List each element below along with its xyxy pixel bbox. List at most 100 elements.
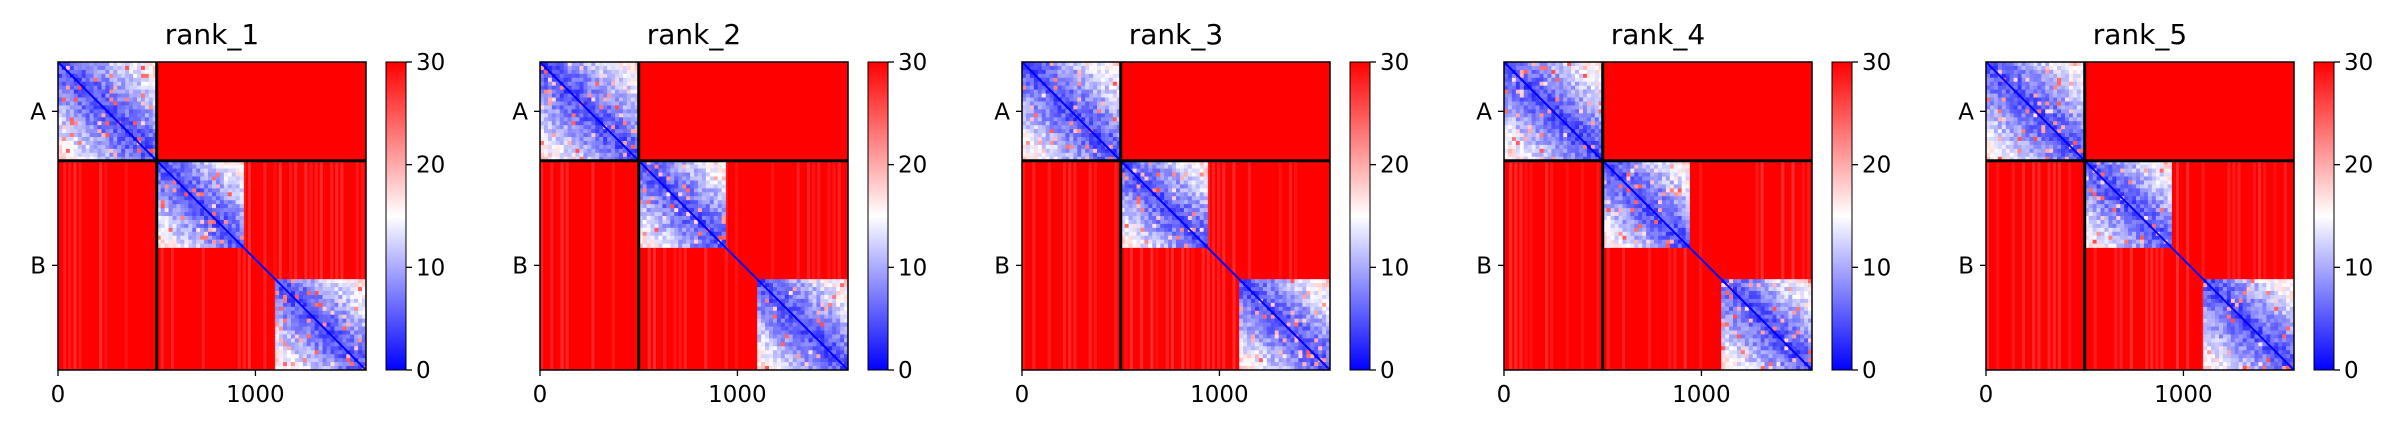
heatmap-cell	[1112, 140, 1118, 146]
heatmap-cell	[314, 342, 319, 347]
heatmap-cell	[1073, 101, 1078, 106]
heatmap-cell	[1069, 117, 1074, 122]
heatmap-cell	[713, 208, 718, 213]
heatmap-cell	[1294, 291, 1299, 296]
heatmap-cell	[1053, 65, 1058, 71]
heatmap-cell	[626, 89, 632, 94]
heatmap-cell	[140, 121, 146, 126]
heatmap-cell	[555, 129, 561, 134]
heatmap-cell	[208, 227, 213, 233]
heatmap-cell	[832, 314, 837, 319]
heatmap-cell	[615, 93, 620, 98]
heatmap-cell	[105, 77, 110, 83]
heatmap-cell	[1168, 164, 1173, 169]
heatmap-cell	[1251, 334, 1256, 339]
heatmap-cell	[1081, 65, 1086, 71]
heatmap-cell	[1326, 318, 1330, 323]
heatmap-cell	[362, 283, 366, 288]
heatmap-cell	[1148, 168, 1153, 173]
heatmap-cell	[772, 306, 778, 312]
heatmap-cell	[1049, 137, 1054, 142]
heatmap-cell	[133, 156, 138, 162]
heatmap-cell	[298, 291, 304, 296]
heatmap-cell	[1132, 231, 1137, 237]
heatmap-cell	[674, 172, 679, 177]
heatmap-cell	[686, 227, 691, 233]
heatmap-cell	[697, 239, 703, 244]
heatmap-cell	[1029, 109, 1035, 114]
heatmap-cell	[204, 239, 209, 244]
heatmap-cell	[757, 330, 762, 335]
heatmap-cell	[761, 302, 766, 308]
heatmap-cell	[650, 243, 655, 248]
heatmap-cell	[583, 137, 588, 142]
heatmap-cell	[77, 125, 82, 130]
heatmap-cell	[622, 77, 628, 83]
texture-stripe	[652, 160, 657, 370]
heatmap-cell	[559, 65, 564, 71]
heatmap-cell	[1326, 322, 1330, 327]
heatmap-cell	[306, 350, 312, 355]
heatmap-cell	[717, 192, 722, 197]
heatmap-cell	[81, 113, 86, 118]
heatmap-cell	[796, 283, 801, 288]
heatmap-cell	[283, 306, 288, 312]
heatmap-cell	[1077, 113, 1082, 118]
heatmap-cell	[1314, 306, 1319, 312]
heatmap-cell	[1183, 200, 1189, 205]
heatmap-cell	[1116, 125, 1122, 130]
heatmap-cell	[133, 77, 138, 83]
heatmap-cell	[678, 212, 683, 217]
heatmap-cell	[1065, 65, 1070, 71]
heatmap-cell	[563, 113, 568, 118]
heatmap-cell	[1100, 152, 1106, 158]
heatmap-cell	[1294, 283, 1299, 288]
heatmap-cell	[125, 148, 130, 154]
heatmap-cell	[196, 223, 201, 229]
heatmap-cell	[1132, 180, 1137, 185]
heatmap-cell	[678, 231, 683, 237]
heatmap-cell	[1077, 81, 1082, 86]
heatmap-cell	[1266, 342, 1272, 347]
heatmap-cell	[832, 358, 837, 363]
heatmap-cell	[599, 105, 604, 110]
heatmap-cell	[310, 302, 315, 308]
heatmap-cell	[101, 137, 106, 142]
heatmap-cell	[73, 81, 79, 86]
heatmap-cell	[836, 306, 841, 312]
heatmap-cell	[125, 133, 130, 138]
heatmap-cell	[1041, 156, 1046, 162]
heatmap-cell	[287, 302, 292, 308]
heatmap-cell	[215, 239, 221, 244]
heatmap-cell	[721, 164, 726, 169]
heatmap-cell	[330, 283, 335, 288]
heatmap-cell	[1156, 219, 1161, 225]
heatmap-cell	[1037, 65, 1043, 71]
heatmap-cell	[670, 188, 675, 193]
heatmap-cell	[69, 113, 75, 118]
heatmap-cell	[346, 302, 351, 308]
heatmap-cell	[215, 208, 221, 213]
heatmap-cell	[563, 144, 568, 150]
heatmap-cell	[551, 152, 557, 158]
heatmap-cell	[1077, 125, 1082, 130]
heatmap-cell	[1290, 310, 1295, 316]
heatmap-cell	[611, 85, 616, 90]
heatmap-cell	[634, 129, 640, 134]
heatmap-cell	[634, 117, 640, 122]
heatmap-cell	[314, 330, 319, 335]
heatmap-cell	[1314, 294, 1319, 300]
heatmap-cell	[156, 235, 161, 240]
heatmap-cell	[97, 129, 102, 134]
heatmap-cell	[1183, 168, 1189, 173]
heatmap-cell	[97, 69, 102, 75]
heatmap-cell	[279, 334, 284, 339]
heatmap-cell	[294, 279, 300, 284]
texture-stripe	[1165, 160, 1169, 370]
heatmap-cell	[1120, 188, 1125, 193]
heatmap-cell	[721, 204, 726, 209]
heatmap-cell	[772, 358, 778, 363]
heatmap-cell	[1049, 93, 1054, 98]
heatmap-cell	[231, 188, 236, 193]
heatmap-cell	[113, 85, 118, 90]
